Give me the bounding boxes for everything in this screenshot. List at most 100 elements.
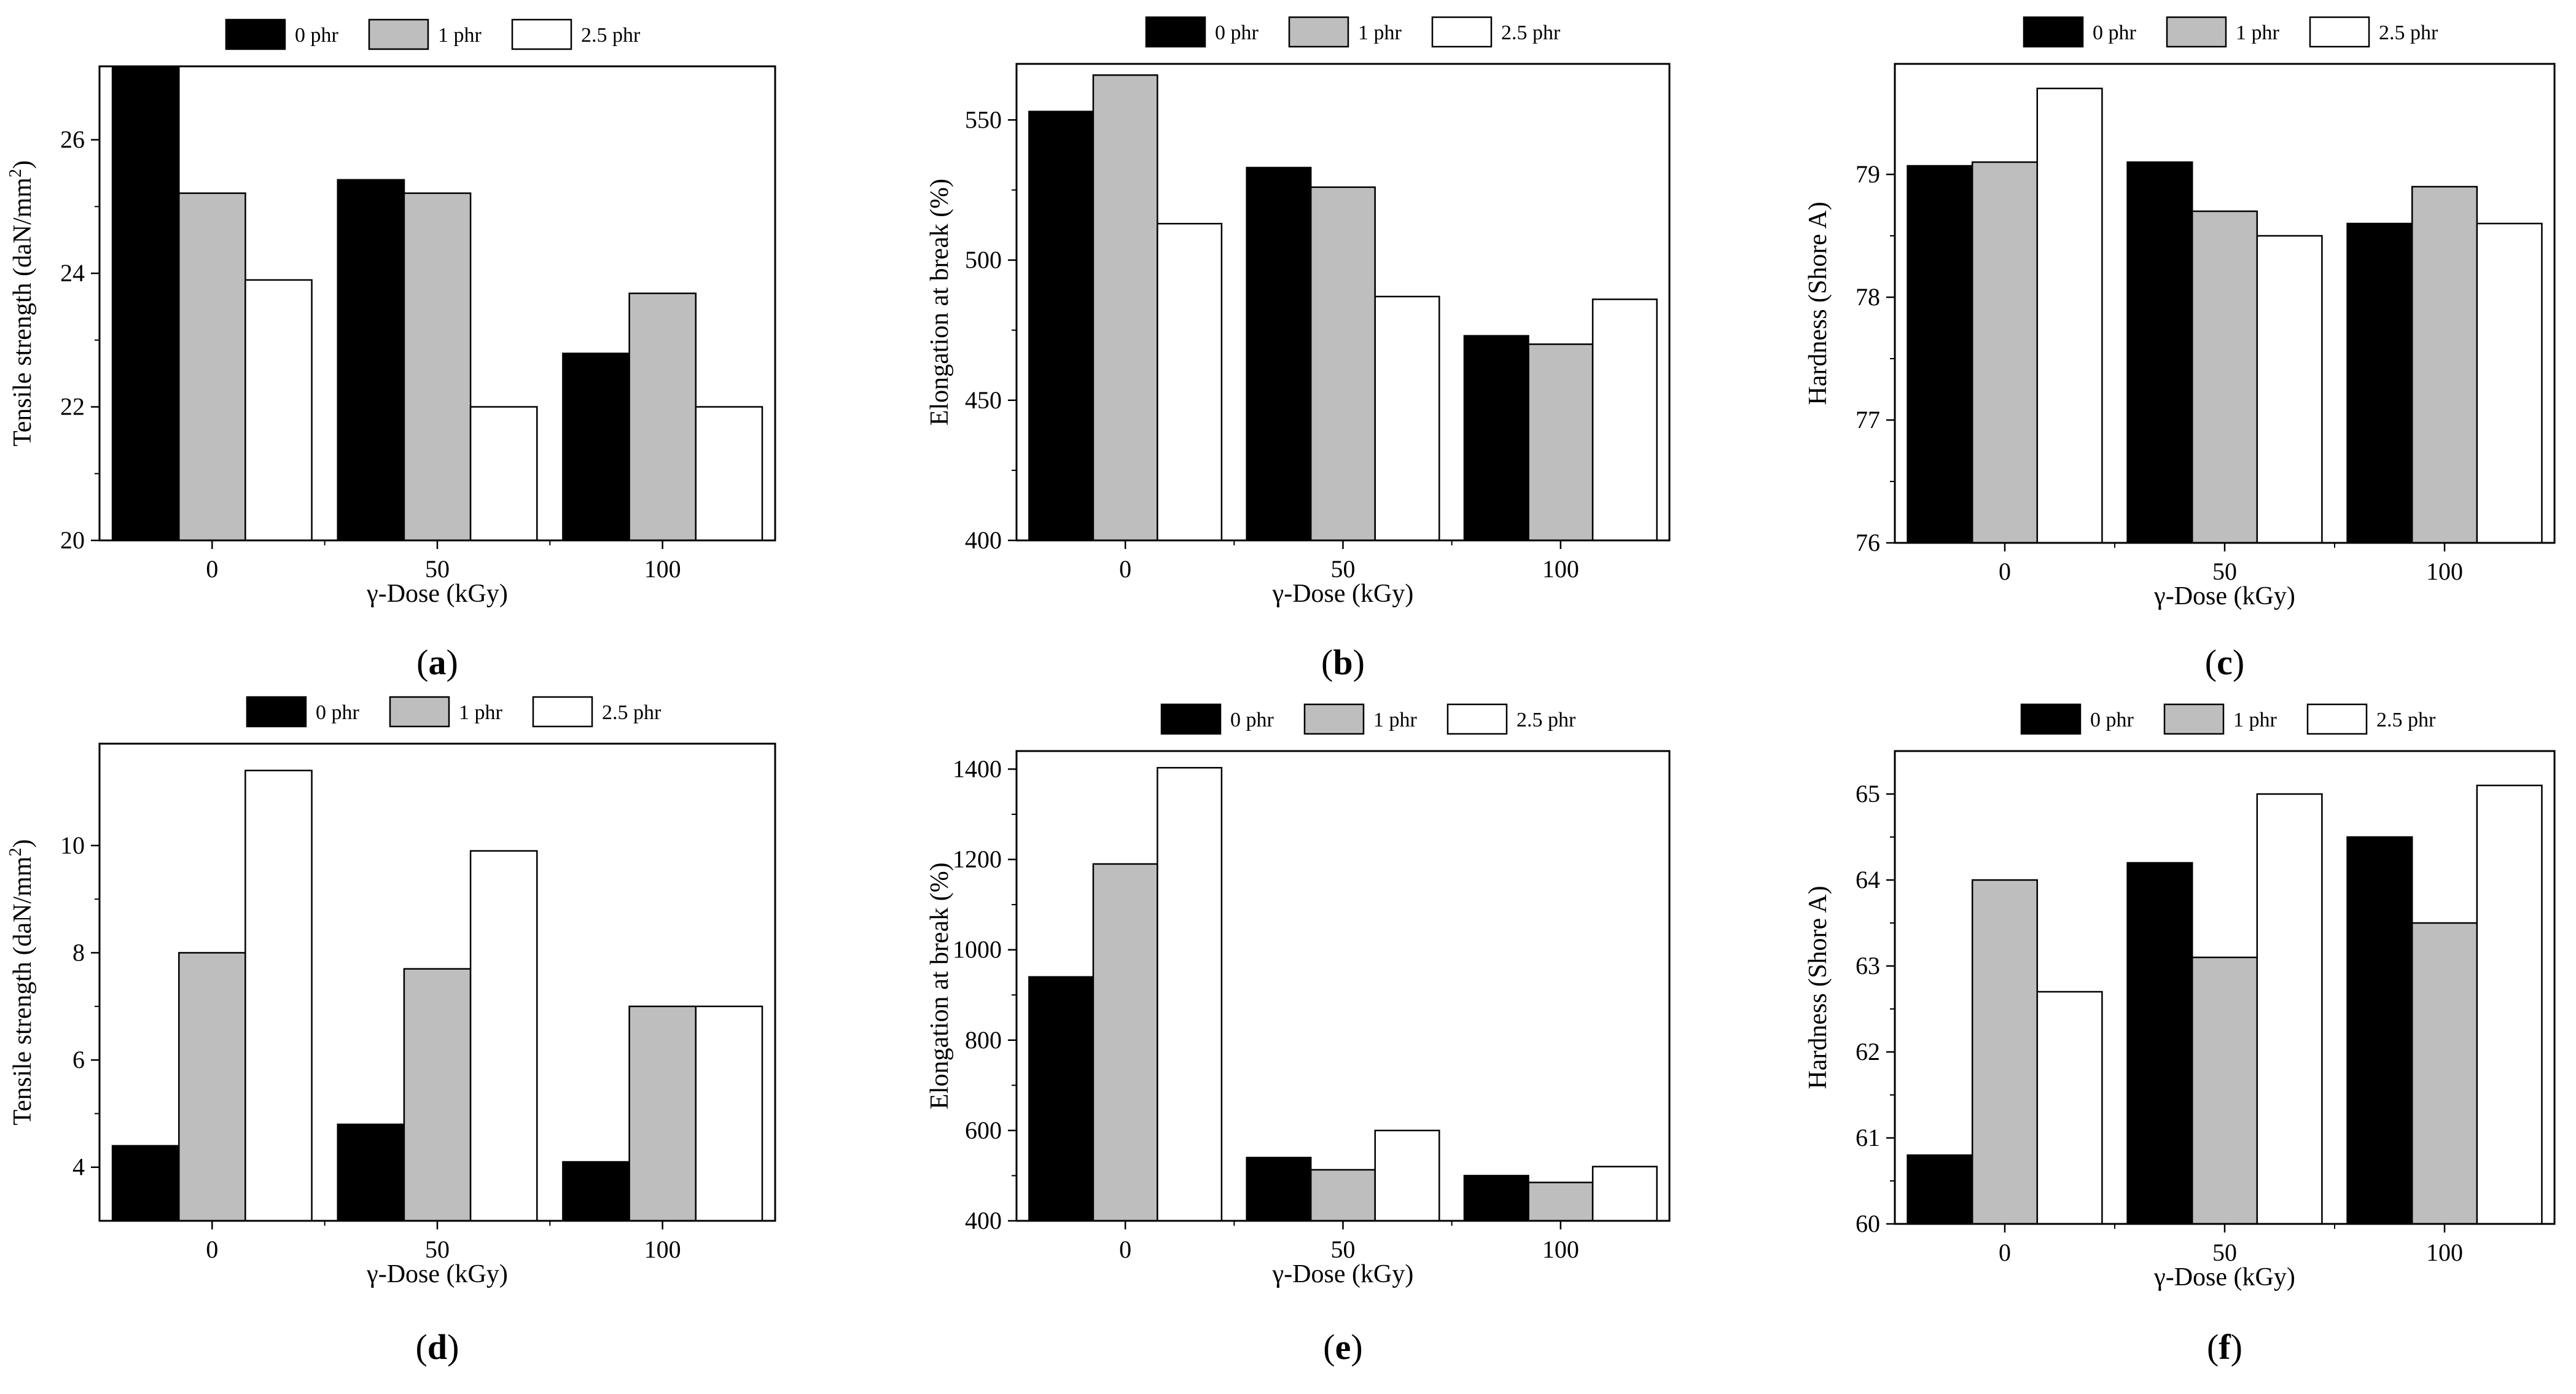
bar-1phr-dose-0 (1971, 161, 2039, 544)
y-tick-label: 77 (1856, 406, 1880, 434)
y-tick-label: 64 (1856, 866, 1880, 894)
y-tick-label: 1200 (953, 846, 1002, 873)
bar-0phr-dose-0 (1028, 111, 1095, 542)
x-tick-label: 0 (1999, 558, 2011, 585)
bar-0phr-dose-50 (2126, 161, 2193, 544)
bar-0phr-dose-0 (111, 1145, 180, 1222)
legend-swatch (1145, 16, 1206, 48)
y-tick-label: 62 (1856, 1038, 1880, 1065)
y-tick-label: 8 (72, 938, 85, 966)
legend-swatch (368, 18, 429, 50)
y-axis-label: Hardness (Shore A) (1804, 201, 1832, 405)
bar-1phr-dose-50 (2191, 956, 2258, 1225)
legend-swatch (2309, 16, 2370, 48)
caption-paren: ) (1351, 1327, 1362, 1367)
bar-1phr-dose-100 (2411, 185, 2478, 544)
bar-0phr-dose-100 (1463, 1175, 1529, 1222)
plot-frame (1894, 750, 2556, 1225)
caption-paren: ( (2207, 1327, 2219, 1367)
plot-frame (1015, 63, 1671, 542)
legend-swatch (532, 696, 593, 728)
legend-swatch (2023, 16, 2084, 48)
y-tick-label: 10 (60, 831, 85, 859)
y-axis-label-close: ) (9, 839, 37, 848)
bar-1phr-dose-0 (1092, 863, 1158, 1222)
bar-1phr-dose-100 (628, 1005, 697, 1222)
x-tick-label: 50 (1331, 1236, 1356, 1263)
y-axis-label-text: Hardness (Shore A) (1804, 886, 1832, 1089)
x-tick-label: 50 (1331, 555, 1356, 583)
x-tick-label: 100 (1542, 1236, 1579, 1263)
bar-2.5phr-dose-50 (469, 406, 538, 542)
legend-label: 0 phr (1215, 21, 1259, 44)
bar-2.5phr-dose-100 (695, 1005, 763, 1222)
legend-swatch (1160, 703, 1222, 735)
bar-2.5phr-dose-0 (2036, 991, 2103, 1225)
bar-0phr-dose-0 (111, 65, 180, 542)
x-axis-label: γ-Dose (kGy) (366, 1260, 508, 1288)
bar-0phr-dose-100 (562, 1161, 630, 1222)
y-axis-label: Elongation at break (%) (926, 179, 954, 426)
caption-paren: ) (1353, 642, 1365, 682)
bar-2.5phr-dose-100 (695, 406, 763, 542)
panel-caption: (a) (416, 642, 458, 682)
caption-letter: f (2219, 1327, 2231, 1367)
caption-paren: ( (416, 1327, 427, 1367)
y-axis-label-superscript: 2 (6, 169, 25, 177)
bar-1phr-dose-0 (178, 952, 246, 1222)
y-axis-label-text: Tensile strength (daN/mm (9, 177, 37, 446)
chart-panel-3: 0 50 100 76 77 78 79 γ-Dose (kGy) Hardness (Shor… (1804, 16, 2556, 682)
legend-swatch (1303, 703, 1365, 735)
bar-2.5phr-dose-50 (1374, 295, 1440, 542)
y-tick-label: 500 (965, 246, 1002, 274)
bar-1phr-dose-100 (628, 292, 697, 542)
bar-0phr-dose-0 (1028, 976, 1095, 1222)
y-tick-label: 24 (60, 259, 85, 287)
legend-label: 1 phr (1373, 709, 1418, 731)
bar-2.5phr-dose-0 (244, 279, 313, 542)
legend-label: 1 phr (459, 701, 503, 724)
bar-2.5phr-dose-0 (1157, 766, 1223, 1222)
bar-0phr-dose-100 (2346, 836, 2413, 1225)
bar-2.5phr-dose-100 (1591, 298, 1658, 542)
y-tick-label: 22 (60, 393, 85, 421)
y-axis-label: Elongation at break (%) (926, 862, 954, 1109)
plot-frame (1015, 750, 1671, 1222)
bar-0phr-dose-0 (1907, 165, 1973, 544)
caption-letter: d (427, 1327, 447, 1367)
y-axis-label: Tensile strength (daN/mm2) (6, 160, 37, 446)
bar-2.5phr-dose-100 (2476, 222, 2543, 544)
caption-paren: ) (447, 1327, 459, 1367)
x-tick-label: 50 (2212, 1239, 2237, 1266)
legend-label: 1 phr (1358, 21, 1402, 44)
y-tick-label: 4 (72, 1153, 85, 1181)
bar-0phr-dose-50 (2126, 862, 2193, 1225)
bar-0phr-dose-50 (1246, 1156, 1312, 1222)
legend-label: 0 phr (2093, 21, 2137, 44)
y-tick-label: 600 (965, 1116, 1002, 1144)
x-tick-label: 100 (1542, 555, 1579, 583)
y-tick-label: 76 (1856, 529, 1880, 556)
panel-caption: (f) (2207, 1327, 2242, 1367)
bar-2.5phr-dose-0 (1157, 222, 1223, 542)
x-axis-label: γ-Dose (kGy) (2153, 1263, 2295, 1291)
bar-1phr-dose-50 (403, 968, 472, 1222)
chart-panel-6: 0 50 100 60 61 62 63 64 65 γ-Dose (kGy) Hardness (… (1804, 703, 2556, 1367)
y-axis-label-text: Hardness (Shore A) (1804, 201, 1832, 405)
legend-swatch (1288, 16, 1349, 48)
bar-1phr-dose-100 (1528, 343, 1594, 542)
x-axis-label: γ-Dose (kGy) (1272, 1260, 1414, 1288)
bar-0phr-dose-100 (562, 352, 630, 542)
y-tick-label: 63 (1856, 952, 1880, 979)
y-tick-label: 1000 (953, 936, 1002, 964)
panel-caption: (d) (416, 1327, 459, 1367)
legend-swatch (246, 696, 307, 728)
plot-frame (98, 65, 776, 542)
legend-label: 1 phr (438, 24, 482, 47)
y-axis-label-text: Elongation at break (%) (926, 179, 954, 426)
y-tick-label: 400 (965, 526, 1002, 554)
y-axis-label: Tensile strength (daN/mm2) (6, 839, 37, 1126)
legend-label: 2.5 phr (1516, 709, 1576, 731)
caption-letter: b (1333, 642, 1352, 682)
caption-paren: ) (447, 642, 458, 682)
